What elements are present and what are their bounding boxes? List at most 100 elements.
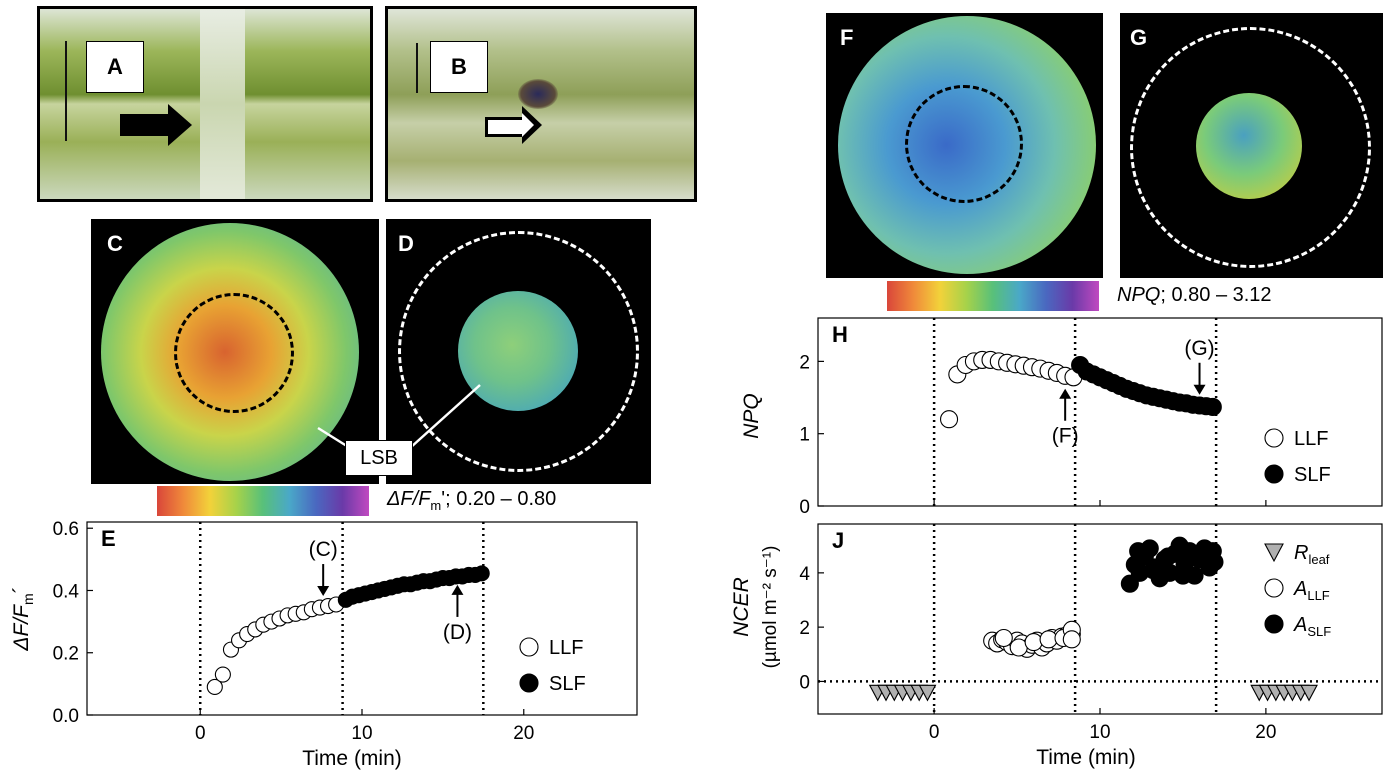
legend-marker-h-llf (1264, 428, 1284, 448)
ylabel-e: ΔF/Fm´ (10, 586, 36, 651)
ylabel-h: NPQ (740, 393, 763, 439)
colorbar-cd-label: ΔF/Fm'; 0.20 – 0.80 (387, 488, 556, 513)
ytick-label-e-2: 0.4 (53, 581, 80, 602)
annot-label-h-1: (G) (1184, 337, 1214, 360)
legend-label-j-a-llf: ALLF (1293, 578, 1330, 603)
panel-label-e: E (101, 526, 116, 551)
colorbar-cd-sub: m (430, 498, 442, 513)
legend-label-e-llf: LLF (549, 637, 583, 659)
arrow-a (120, 114, 170, 136)
legend-label-j-a-slf: ASLF (1293, 614, 1331, 639)
colorbar-fg (887, 281, 1099, 311)
marker-j-a-slf (1158, 547, 1178, 566)
legend-marker-j-r-leaf (1264, 543, 1284, 563)
legend-marker-j-a-slf (1264, 614, 1284, 634)
xtick-label-e-2: 20 (513, 723, 534, 744)
annot-label-h-0: (F) (1052, 425, 1079, 448)
dashed-circle-f (905, 85, 1023, 203)
ytick-label-e-3: 0.6 (53, 519, 79, 540)
legend-marker-e-slf (519, 673, 539, 693)
scale-bar (416, 43, 418, 93)
annot-arrowhead-e-1 (451, 584, 464, 595)
ytick-label-j-2: 4 (799, 564, 810, 585)
legend-marker-h-slf (1264, 464, 1284, 484)
colorbar-fg-suffix: ; 0.80 – 3.12 (1160, 284, 1272, 306)
dashed-circle-d (398, 231, 639, 472)
legend-label-e-slf: SLF (549, 673, 586, 695)
dark-spot (518, 79, 558, 109)
marker-j-a-slf (1129, 542, 1148, 561)
ylabel-unit-j: (µmol m⁻² s⁻¹) (760, 546, 781, 669)
panel-label-b: B (430, 41, 488, 93)
marker-e-llf (214, 666, 231, 683)
marker-e-llf (206, 678, 223, 696)
marker-j-a-slf (1173, 566, 1192, 585)
annot-label-e-1: (D) (443, 621, 472, 644)
panel-label-f: F (840, 25, 854, 50)
micrograph-gap (200, 9, 245, 199)
legend-marker-j-a-llf (1264, 578, 1284, 598)
marker-j-a-slf (1203, 542, 1222, 561)
annot-arrowhead-h-1 (1193, 384, 1206, 395)
ylabel-j: NCER (730, 577, 753, 637)
ytick-label-h-2: 2 (799, 352, 810, 373)
lsb-label: LSB (345, 440, 413, 476)
ytick-label-h-0: 0 (799, 497, 810, 518)
colorbar-fg-label: NPQ; 0.80 – 3.12 (1117, 284, 1272, 307)
xlabel-j: Time (min) (1036, 746, 1136, 769)
panel-label-h: H (832, 322, 848, 347)
legend-label-h-llf: LLF (1294, 428, 1328, 450)
ytick-label-j-0: 0 (799, 672, 810, 693)
xtick-label-j-0: 0 (929, 722, 940, 743)
panel-label-c: C (107, 231, 123, 256)
image-f: F (826, 13, 1103, 278)
image-d: D (386, 219, 651, 484)
panel-label-g: G (1130, 25, 1148, 50)
xtick-label-j-1: 10 (1089, 722, 1110, 743)
arrow-a-head (168, 104, 192, 146)
marker-h-llf (939, 410, 959, 429)
legend-marker-e-llf (519, 637, 539, 657)
marker-j-a-llf (1024, 633, 1043, 652)
dashed-circle-g (1130, 27, 1371, 268)
legend-label-h-slf: SLF (1294, 464, 1331, 486)
colorbar-cd-suffix: '; 0.20 – 0.80 (441, 488, 557, 510)
marker-e-slf (473, 565, 490, 582)
scale-bar (65, 41, 67, 141)
xtick-label-e-0: 0 (195, 723, 206, 744)
image-g: G (1120, 13, 1383, 278)
marker-j-a-slf (1188, 544, 1207, 563)
leaf-disc-d (458, 291, 578, 411)
xtick-label-e-1: 10 (351, 723, 372, 744)
dashed-circle-c (174, 293, 294, 413)
arrow-b-head-inner (522, 113, 534, 137)
ytick-label-e-1: 0.2 (53, 644, 79, 665)
panel-label-j: J (832, 528, 844, 553)
xlabel-e: Time (min) (302, 747, 402, 770)
image-c: C (91, 219, 379, 484)
marker-j-r-leaf (918, 684, 937, 702)
colorbar-fg-italic: NPQ (1117, 284, 1161, 306)
annot-arrowhead-e-0 (317, 586, 330, 597)
marker-j-a-llf (1062, 630, 1081, 649)
ytick-label-e-0: 0.0 (53, 706, 79, 727)
annot-label-e-0: (C) (309, 538, 338, 561)
ytick-label-j-1: 2 (799, 618, 810, 639)
marker-j-r-leaf (1300, 684, 1318, 702)
micrograph-a: A (37, 6, 373, 202)
legend-label-j-r-leaf: Rleaf (1294, 542, 1330, 567)
leaf-disc-g (1196, 93, 1302, 199)
xtick-label-j-2: 20 (1255, 722, 1276, 743)
colorbar-cd-prefix: ΔF/F (387, 488, 431, 510)
marker-h-slf (1203, 397, 1222, 416)
marker-j-a-llf (1039, 630, 1058, 649)
panel-label-d: D (398, 231, 414, 256)
annot-arrowhead-h-0 (1059, 388, 1072, 399)
panel-label-a: A (86, 41, 144, 93)
marker-j-a-llf (994, 628, 1013, 648)
colorbar-cd (157, 486, 369, 516)
marker-j-a-slf (1144, 561, 1163, 580)
ytick-label-h-1: 1 (799, 425, 810, 446)
